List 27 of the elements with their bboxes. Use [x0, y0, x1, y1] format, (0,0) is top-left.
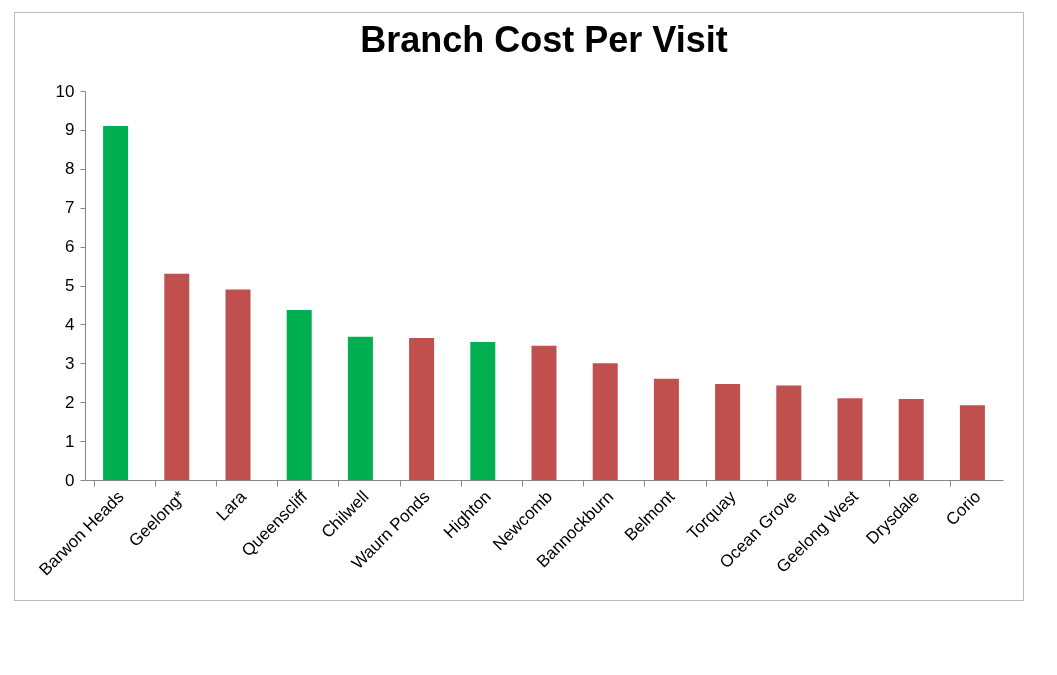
bar [470, 341, 496, 480]
bar [776, 385, 802, 480]
y-tick-label: 1 [65, 431, 75, 451]
bar [898, 399, 924, 480]
bar [531, 345, 557, 480]
y-tick-label: 5 [65, 276, 75, 295]
y-tick-label: 6 [65, 237, 75, 257]
y-tick-label: 3 [65, 353, 75, 373]
y-tick-label: 7 [65, 198, 75, 218]
y-tick-label: 2 [65, 392, 75, 412]
bar [592, 363, 618, 480]
bar [959, 405, 985, 480]
bar [409, 338, 435, 480]
y-tick-label: 10 [55, 81, 75, 101]
y-tick-label: 8 [65, 159, 75, 179]
bar [347, 336, 373, 480]
bar [286, 310, 312, 480]
bar [164, 273, 190, 480]
bar [103, 126, 129, 480]
y-tick-label: 4 [65, 314, 75, 334]
y-tick-label: 0 [65, 470, 75, 490]
bar [837, 398, 863, 480]
bar [225, 289, 251, 480]
chart-title: Branch Cost Per Visit [360, 19, 728, 60]
bar [653, 378, 679, 480]
y-tick-label: 9 [65, 120, 75, 140]
bar [715, 383, 741, 480]
